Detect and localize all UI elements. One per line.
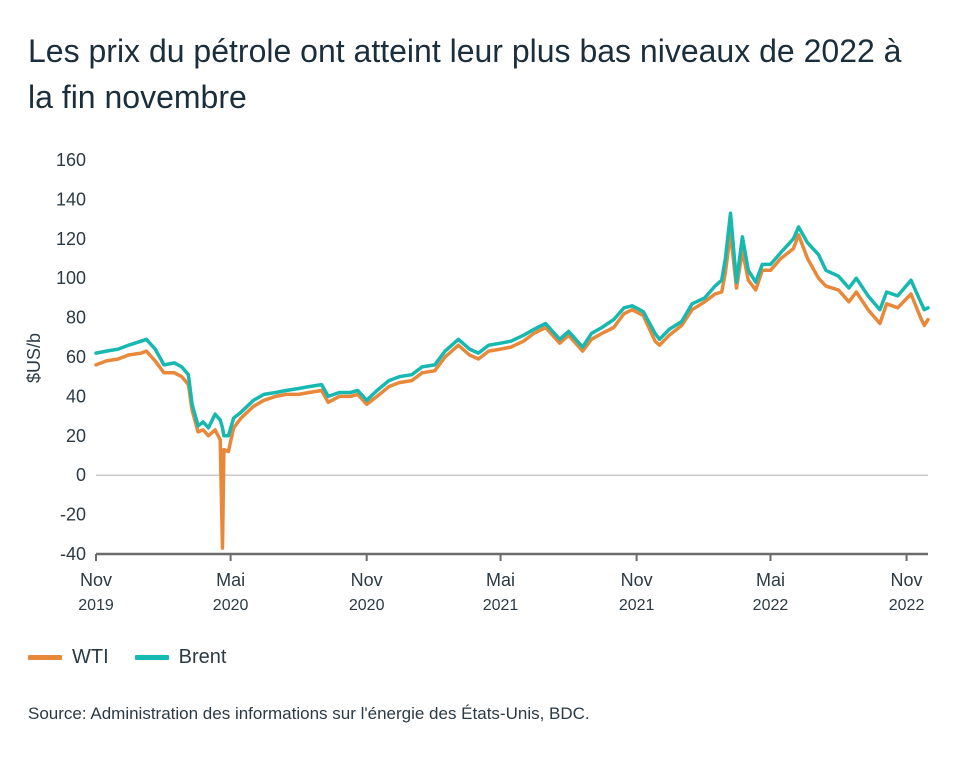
x-tick-month: Nov xyxy=(80,570,112,590)
chart-plot: -40 -20 0 20 40 60 80 100 120 140 160 Nov 2019 Mai 20… xyxy=(24,150,930,614)
y-tick-label: 60 xyxy=(66,347,86,367)
y-tick-label: 100 xyxy=(56,268,86,288)
x-tick-month: Nov xyxy=(351,570,383,590)
legend-swatch-wti xyxy=(28,655,62,660)
x-tick-year: 2020 xyxy=(213,597,249,614)
x-tick-year: 2019 xyxy=(78,597,114,614)
x-tick-year: 2021 xyxy=(619,597,655,614)
y-tick-label: 120 xyxy=(56,229,86,249)
x-tick-month: Nov xyxy=(891,570,923,590)
x-tick-year: 2021 xyxy=(483,597,519,614)
y-tick-label: 160 xyxy=(56,150,86,170)
y-tick-label: 20 xyxy=(66,426,86,446)
legend-label-wti: WTI xyxy=(72,646,109,668)
x-tick-year: 2022 xyxy=(753,597,789,614)
series-line-brent xyxy=(94,211,930,438)
y-tick-label: 80 xyxy=(66,308,86,328)
x-tick-month: Mai xyxy=(486,570,515,590)
legend-item-wti: WTI xyxy=(28,646,109,669)
legend: WTI Brent xyxy=(28,646,252,669)
x-tick-year: 2020 xyxy=(349,597,385,614)
x-tick-month: Mai xyxy=(756,570,785,590)
y-axis-title: $US/b xyxy=(24,333,44,383)
x-tick-month: Nov xyxy=(621,570,653,590)
legend-item-brent: Brent xyxy=(134,646,227,669)
y-axis: -40 -20 0 20 40 60 80 100 120 140 160 xyxy=(56,150,86,564)
y-tick-label: -20 xyxy=(60,505,86,525)
source-note: Source: Administration des informations … xyxy=(28,704,590,723)
chart-title: Les prix du pétrole ont atteint leur plu… xyxy=(28,33,902,115)
y-tick-label: 40 xyxy=(66,386,86,406)
legend-swatch-brent xyxy=(134,655,169,660)
x-axis: Nov 2019 Mai 2020 Nov 2020 Mai 2021 Nov 2021 Mai 20… xyxy=(78,474,928,614)
y-tick-label: 140 xyxy=(56,189,86,209)
x-tick-year: 2022 xyxy=(889,597,925,614)
legend-label-brent: Brent xyxy=(178,646,227,668)
series-line-wti xyxy=(94,231,930,550)
y-tick-label: 0 xyxy=(76,465,86,485)
x-tick-month: Mai xyxy=(216,570,245,590)
y-tick-label: -40 xyxy=(60,544,86,564)
series-layer xyxy=(94,211,930,550)
